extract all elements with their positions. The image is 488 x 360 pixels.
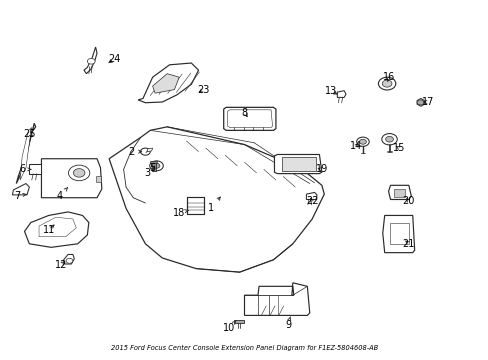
- Text: 18: 18: [173, 208, 188, 217]
- Text: 21: 21: [402, 239, 414, 249]
- Text: 23: 23: [197, 85, 209, 95]
- Polygon shape: [244, 283, 309, 315]
- Text: 11: 11: [42, 225, 55, 235]
- Polygon shape: [416, 99, 424, 106]
- Text: 12: 12: [55, 260, 67, 270]
- Text: 14: 14: [349, 141, 361, 151]
- Circle shape: [381, 134, 396, 145]
- Text: 7: 7: [14, 191, 26, 201]
- Polygon shape: [152, 74, 179, 93]
- Polygon shape: [306, 192, 316, 199]
- Polygon shape: [63, 255, 74, 264]
- Polygon shape: [274, 154, 321, 174]
- Text: 4: 4: [57, 188, 67, 201]
- Circle shape: [68, 165, 90, 181]
- Text: 1: 1: [207, 197, 220, 213]
- Circle shape: [153, 163, 160, 168]
- Text: 15: 15: [392, 143, 405, 153]
- Text: 8: 8: [241, 108, 247, 118]
- Text: 19: 19: [315, 165, 327, 174]
- Polygon shape: [233, 320, 243, 323]
- Bar: [187, 197, 204, 215]
- Circle shape: [382, 80, 391, 87]
- Polygon shape: [382, 215, 414, 253]
- Circle shape: [356, 137, 368, 146]
- Polygon shape: [282, 157, 315, 171]
- Text: 9: 9: [285, 317, 290, 330]
- Circle shape: [149, 161, 163, 171]
- Text: 2015 Ford Focus Center Console Extension Panel Diagram for F1EZ-5804608-AB: 2015 Ford Focus Center Console Extension…: [111, 345, 377, 351]
- Text: 17: 17: [421, 97, 433, 107]
- Text: 25: 25: [23, 129, 36, 139]
- Polygon shape: [24, 212, 89, 247]
- Text: 24: 24: [107, 54, 120, 64]
- Polygon shape: [151, 163, 155, 171]
- Polygon shape: [388, 185, 410, 199]
- Circle shape: [66, 258, 73, 263]
- Polygon shape: [109, 127, 324, 272]
- Circle shape: [87, 58, 95, 64]
- Bar: [389, 223, 408, 244]
- Text: 22: 22: [305, 196, 318, 206]
- Text: 5: 5: [149, 163, 156, 172]
- Polygon shape: [150, 161, 157, 163]
- Polygon shape: [39, 217, 76, 237]
- Bar: [393, 189, 404, 197]
- Circle shape: [73, 168, 85, 177]
- Polygon shape: [84, 47, 97, 74]
- Polygon shape: [20, 127, 32, 180]
- Bar: [95, 176, 101, 182]
- Circle shape: [359, 139, 366, 144]
- Circle shape: [385, 136, 393, 142]
- Polygon shape: [146, 148, 152, 152]
- Text: 10: 10: [223, 320, 236, 333]
- Text: 3: 3: [144, 168, 154, 178]
- Polygon shape: [337, 91, 346, 98]
- Text: 2: 2: [127, 147, 142, 157]
- Circle shape: [378, 77, 395, 90]
- Polygon shape: [227, 110, 272, 127]
- Circle shape: [140, 148, 150, 155]
- Polygon shape: [16, 123, 36, 184]
- Polygon shape: [12, 184, 29, 195]
- Polygon shape: [41, 159, 102, 198]
- Circle shape: [416, 100, 423, 105]
- Polygon shape: [223, 107, 275, 130]
- Polygon shape: [29, 164, 41, 174]
- Text: 20: 20: [402, 196, 414, 206]
- Polygon shape: [138, 63, 198, 103]
- Text: 13: 13: [325, 86, 337, 96]
- Text: 6: 6: [19, 165, 31, 174]
- Text: 16: 16: [383, 72, 395, 82]
